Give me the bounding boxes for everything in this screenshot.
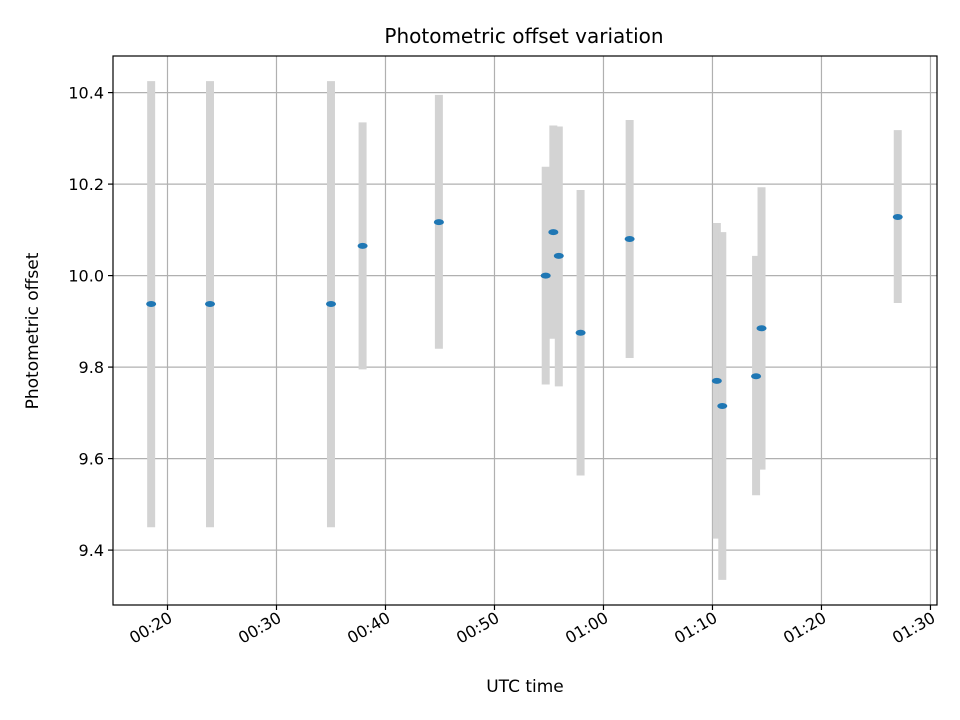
data-point	[624, 236, 635, 242]
plot-area: 00:20 00:30 00:40 00:50 01:00 01:10 01:20 01:30…	[68, 55, 938, 648]
data-point	[717, 402, 728, 409]
y-tick-label: 9.6	[79, 450, 104, 469]
data-point	[575, 329, 586, 336]
y-tick-label: 9.4	[79, 541, 104, 560]
data-point	[711, 377, 722, 384]
data-point	[325, 300, 336, 307]
data-point	[357, 242, 368, 249]
chart-title: Photometric offset variation	[384, 24, 663, 48]
data-point	[548, 229, 559, 236]
plot-frame	[112, 55, 938, 606]
data-points	[146, 214, 903, 409]
data-point	[433, 219, 444, 226]
data-point	[205, 300, 216, 307]
plot-background	[113, 56, 937, 605]
y-tick-label: 10.4	[68, 84, 104, 103]
data-point	[146, 300, 157, 307]
y-axis-label: Photometric offset	[23, 252, 43, 409]
data-point	[751, 373, 762, 380]
x-axis-label: UTC time	[486, 677, 564, 697]
y-tick-label: 9.8	[79, 358, 104, 377]
y-tick-label: 10.0	[68, 267, 104, 286]
data-point	[553, 252, 564, 259]
data-point	[540, 272, 551, 279]
data-point	[892, 214, 903, 221]
data-point	[756, 325, 767, 332]
grid	[113, 56, 937, 605]
y-tick-label: 10.2	[68, 175, 104, 194]
